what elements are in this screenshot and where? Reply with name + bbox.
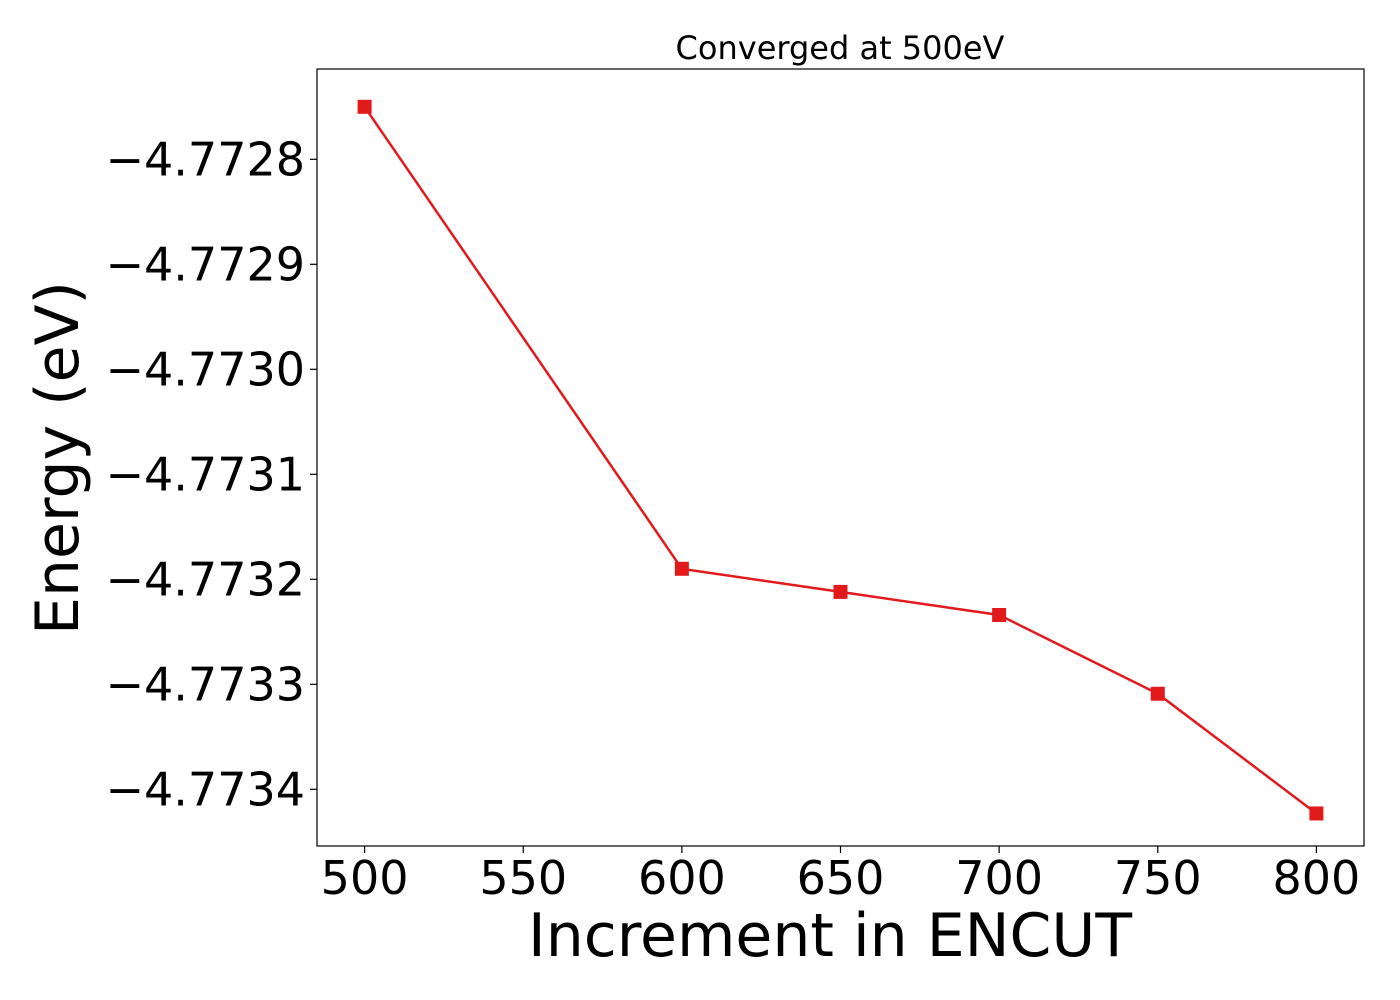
x-tick-label: 650 bbox=[797, 851, 885, 905]
data-point-marker bbox=[674, 561, 689, 576]
y-tick-label: −4.7732 bbox=[106, 552, 306, 606]
x-tick-label: 800 bbox=[1273, 851, 1361, 905]
x-axis-ticks: 500 550 600 650 700 750 800 bbox=[321, 846, 1361, 905]
x-tick-label: 550 bbox=[479, 851, 567, 905]
plot-area-frame bbox=[316, 68, 1365, 847]
y-axis-ticks: −4.7728 −4.7729 −4.7730 −4.7731 −4.7732 −4.77… bbox=[106, 132, 317, 816]
y-tick-label: −4.7728 bbox=[106, 132, 306, 186]
y-tick-label: −4.7730 bbox=[106, 342, 306, 396]
x-tick-label: 750 bbox=[1114, 851, 1202, 905]
data-point-marker bbox=[1309, 806, 1324, 821]
series-layer bbox=[357, 99, 1324, 821]
data-point-marker bbox=[833, 584, 848, 599]
y-tick-label: −4.7734 bbox=[106, 762, 306, 816]
data-point-marker bbox=[1150, 686, 1165, 701]
x-tick-label: 700 bbox=[955, 851, 1043, 905]
y-tick-label: −4.7729 bbox=[106, 237, 306, 291]
x-tick-label: 500 bbox=[321, 851, 409, 905]
x-axis-label: Increment in ENCUT bbox=[528, 901, 1132, 971]
y-tick-label: −4.7731 bbox=[106, 447, 306, 501]
series-line bbox=[363, 106, 1318, 815]
chart-title: Converged at 500eV bbox=[676, 29, 1005, 67]
y-tick-label: −4.7733 bbox=[106, 657, 306, 711]
data-point-marker bbox=[357, 99, 372, 114]
data-point-marker bbox=[992, 608, 1007, 622]
y-axis-label: Energy (eV) bbox=[23, 281, 93, 635]
x-tick-label: 600 bbox=[638, 851, 726, 905]
